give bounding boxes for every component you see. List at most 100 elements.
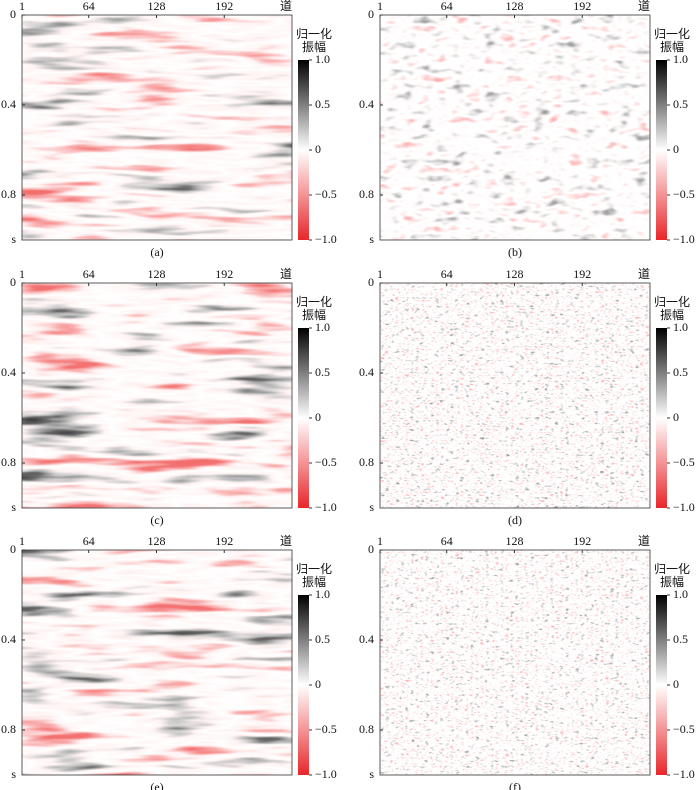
x-tick-label: 64	[441, 267, 453, 281]
y-tick-label: 0.8	[1, 187, 16, 201]
x-tick-label: 192	[573, 267, 591, 281]
seismic-section	[380, 15, 650, 240]
y-tick-label: 0.4	[359, 97, 374, 111]
colorbar-tick-label: 0	[673, 142, 679, 156]
colorbar	[656, 595, 667, 775]
colorbar-tick-label: 0.5	[673, 97, 688, 111]
x-tick-label: 128	[505, 267, 523, 281]
y-tick-label: 0	[10, 275, 16, 289]
colorbar	[298, 595, 309, 775]
colorbar	[656, 328, 667, 508]
colorbar-tick-label: −1.0	[673, 500, 695, 514]
plot-frame	[21, 282, 293, 509]
colorbar-tick-label: −1.0	[315, 767, 337, 781]
y-tick-label: 0.8	[359, 722, 374, 736]
colorbar-tick-label: −0.5	[315, 722, 337, 736]
x-tick-label: 192	[215, 0, 233, 13]
y-axis-unit: s	[369, 232, 374, 246]
x-tick-label: 64	[83, 0, 95, 13]
plot-frame	[379, 282, 651, 509]
colorbar-title: 归一化	[296, 562, 332, 576]
x-axis-unit: 道	[280, 267, 292, 281]
colorbar	[298, 60, 309, 240]
plot-frame	[379, 549, 651, 776]
y-tick-label: 0	[368, 275, 374, 289]
panel-caption: (e)	[150, 780, 163, 790]
colorbar-title: 振幅	[660, 307, 684, 322]
seismic-section	[380, 550, 650, 775]
y-tick-label: 0.4	[1, 97, 16, 111]
colorbar-tick-label: −0.5	[673, 722, 695, 736]
x-tick-label: 192	[573, 534, 591, 548]
x-axis-unit: 道	[638, 534, 650, 548]
y-tick-label: 0.4	[359, 632, 374, 646]
colorbar-tick-label: −0.5	[673, 455, 695, 469]
colorbar-title: 振幅	[302, 574, 326, 589]
x-tick-label: 64	[441, 534, 453, 548]
y-tick-label: 0	[368, 7, 374, 21]
x-tick-label: 128	[505, 534, 523, 548]
x-axis-unit: 道	[638, 0, 650, 13]
plot-frame	[21, 14, 293, 241]
x-tick-label: 1	[19, 0, 25, 13]
x-axis-unit: 道	[280, 0, 292, 13]
x-tick-label: 1	[377, 534, 383, 548]
panel-caption: (f)	[509, 780, 521, 790]
colorbar-tick-label: 0	[315, 677, 321, 691]
x-tick-label: 192	[573, 0, 591, 13]
colorbar-tick-label: 1.0	[315, 587, 330, 601]
y-tick-label: 0	[10, 7, 16, 21]
colorbar-tick-label: 1.0	[673, 52, 688, 66]
colorbar-title: 归一化	[296, 27, 332, 41]
x-tick-label: 1	[377, 0, 383, 13]
colorbar-title: 振幅	[660, 574, 684, 589]
x-tick-label: 1	[377, 267, 383, 281]
panel-caption: (d)	[508, 513, 522, 527]
colorbar-title: 归一化	[654, 295, 690, 309]
colorbar-tick-label: 0	[315, 142, 321, 156]
y-tick-label: 0.8	[359, 187, 374, 201]
colorbar-title: 振幅	[660, 39, 684, 54]
y-axis-unit: s	[369, 767, 374, 781]
colorbar-tick-label: 0.5	[315, 632, 330, 646]
y-tick-label: 0	[10, 542, 16, 556]
y-axis-unit: s	[11, 232, 16, 246]
x-tick-label: 64	[441, 0, 453, 13]
y-tick-label: 0	[368, 542, 374, 556]
x-tick-label: 192	[215, 534, 233, 548]
seismic-section	[22, 15, 292, 240]
colorbar-tick-label: 0	[673, 410, 679, 424]
colorbar-title: 归一化	[654, 27, 690, 41]
y-tick-label: 0.8	[1, 455, 16, 469]
colorbar-tick-label: 0.5	[673, 632, 688, 646]
x-tick-label: 128	[505, 0, 523, 13]
y-axis-unit: s	[369, 500, 374, 514]
y-axis-unit: s	[11, 500, 16, 514]
colorbar-tick-label: 1.0	[315, 320, 330, 334]
colorbar-tick-label: −1.0	[315, 232, 337, 246]
y-tick-label: 0.8	[1, 722, 16, 736]
colorbar-tick-label: 0.5	[315, 97, 330, 111]
colorbar-tick-label: 1.0	[673, 320, 688, 334]
colorbar-tick-label: 1.0	[315, 52, 330, 66]
panel-caption: (b)	[508, 245, 522, 259]
colorbar-tick-label: 0.5	[315, 365, 330, 379]
x-tick-label: 64	[83, 267, 95, 281]
colorbar-tick-label: −0.5	[673, 187, 695, 201]
colorbar-tick-label: 0.5	[673, 365, 688, 379]
x-axis-unit: 道	[638, 267, 650, 281]
x-axis-unit: 道	[280, 534, 292, 548]
plot-frame	[379, 14, 651, 241]
y-tick-label: 0.4	[1, 632, 16, 646]
colorbar-tick-label: 1.0	[673, 587, 688, 601]
y-tick-label: 0.4	[359, 365, 374, 379]
panel-caption: (a)	[150, 245, 163, 259]
x-tick-label: 128	[147, 267, 165, 281]
x-tick-label: 128	[147, 534, 165, 548]
colorbar-tick-label: 0	[673, 677, 679, 691]
x-tick-label: 128	[147, 0, 165, 13]
colorbar-tick-label: −1.0	[673, 232, 695, 246]
colorbar-tick-label: −1.0	[315, 500, 337, 514]
x-tick-label: 1	[19, 267, 25, 281]
